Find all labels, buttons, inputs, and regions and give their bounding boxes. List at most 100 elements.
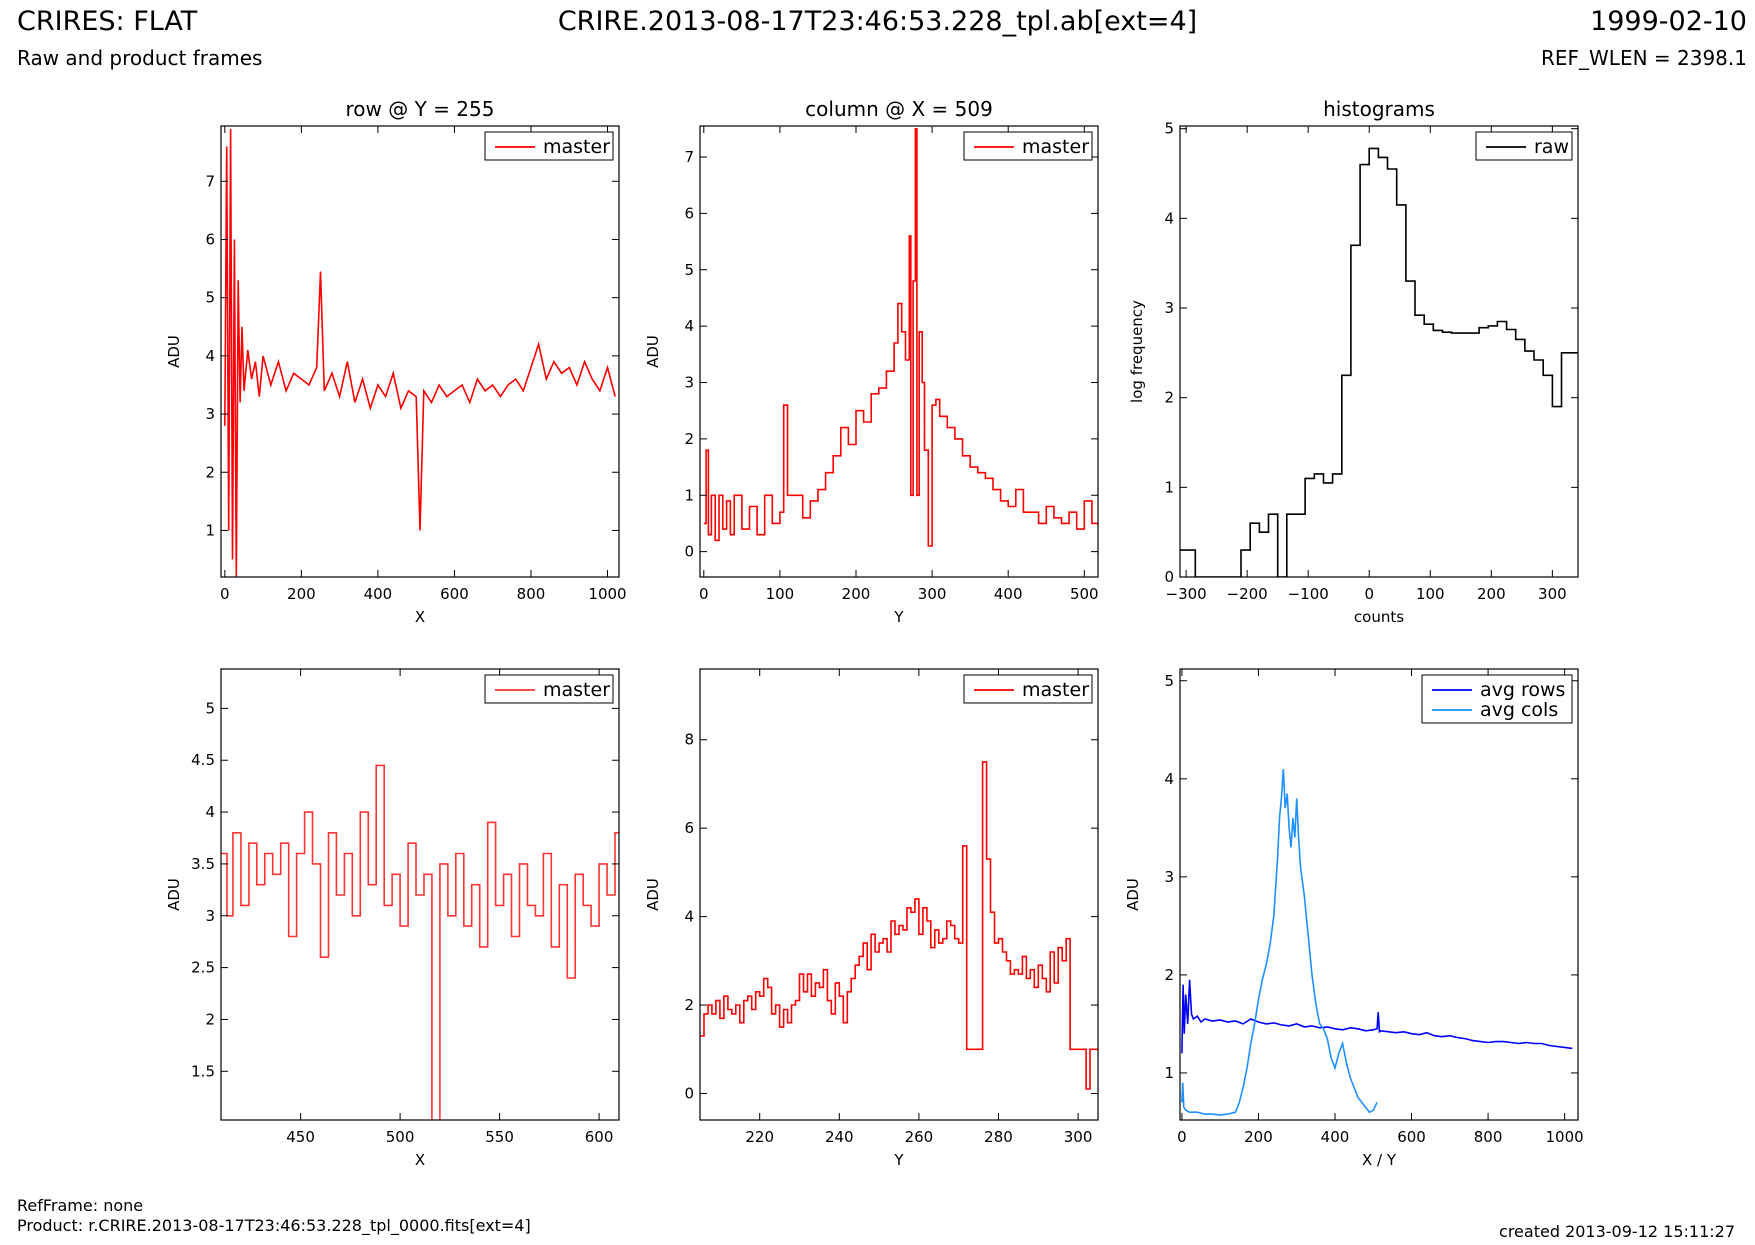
y-tick-label: 3	[684, 374, 694, 392]
x-tick-label: −100	[1288, 585, 1329, 603]
x-tick-label: 200	[842, 585, 871, 603]
y-axis-label: log frequency	[1128, 300, 1146, 403]
legend-box	[963, 674, 1093, 704]
chart-row-zoom: 450 500 550 600 1.5 2 2.5 3 3.5 4 4.5 5 X ADU master	[165, 668, 620, 1169]
y-tick-label: 5	[1164, 120, 1174, 138]
x-tick-label: 400	[994, 585, 1023, 603]
y-tick-label: 1	[1164, 1064, 1174, 1082]
y-axis-label: ADU	[1124, 878, 1142, 911]
chart-title: histograms	[1323, 97, 1435, 121]
legend: master	[484, 131, 614, 161]
x-tick-label: 300	[1538, 585, 1567, 603]
y-tick-label: 2	[1164, 966, 1174, 984]
chart-column: 0 100 200 300 400 500 0 1 2 3 4 5 6 7 column @ X = 509…	[644, 97, 1099, 626]
series-line-raw	[1180, 147, 1578, 577]
legend-box	[1421, 674, 1573, 724]
y-tick-label: 2.5	[191, 959, 215, 977]
plot-frame	[699, 668, 1099, 1121]
y-tick-label: 6	[684, 204, 694, 222]
y-tick-label: 0	[684, 543, 694, 561]
legend-label: raw	[1534, 136, 1569, 158]
y-tick-label: 4.5	[191, 751, 215, 769]
x-tick-label: 800	[1474, 1128, 1503, 1146]
series-line-master	[224, 128, 616, 577]
x-tick-label: 100	[1416, 585, 1445, 603]
y-axis-label: ADU	[644, 878, 662, 911]
y-tick-label: 2	[205, 463, 215, 481]
y-tick-label: 4	[684, 908, 694, 926]
chart-title: column @ X = 509	[805, 97, 993, 121]
x-tick-label: 200	[1244, 1128, 1273, 1146]
x-tick-label: −300	[1166, 585, 1207, 603]
legend: master	[484, 674, 614, 704]
y-axis-label: ADU	[644, 335, 662, 368]
x-tick-label: 500	[386, 1128, 415, 1146]
plot-frame	[1179, 125, 1579, 578]
legend-box	[963, 131, 1093, 161]
x-tick-label: 280	[984, 1128, 1013, 1146]
legend-box	[484, 131, 614, 161]
series-line-master	[703, 128, 1098, 547]
series-line-master	[221, 764, 619, 1120]
y-tick-label: 1	[1164, 478, 1174, 496]
chart-title: row @ Y = 255	[346, 97, 495, 121]
x-axis-label: X	[415, 1151, 425, 1169]
x-axis-label: counts	[1354, 608, 1404, 626]
y-tick-label: 3	[205, 907, 215, 925]
x-tick-label: 600	[440, 585, 469, 603]
legend-label: master	[543, 679, 610, 701]
y-tick-label: 4	[1164, 770, 1174, 788]
page-title: CRIRES: FLAT	[17, 6, 198, 37]
legend-label: master	[1022, 679, 1089, 701]
legend-label: avg rows	[1480, 679, 1565, 701]
x-tick-label: 200	[287, 585, 316, 603]
x-tick-label: −200	[1227, 585, 1268, 603]
plot-frame	[699, 125, 1099, 578]
y-tick-label: 0	[1164, 568, 1174, 586]
y-tick-label: 3	[1164, 868, 1174, 886]
chart-column-zoom: 220 240 260 280 300 0 2 4 6 8 Y ADU master	[644, 668, 1099, 1169]
x-tick-label: 100	[766, 585, 795, 603]
x-tick-label: 400	[364, 585, 393, 603]
y-tick-label: 2	[1164, 389, 1174, 407]
y-tick-label: 4	[205, 803, 215, 821]
plot-frame	[220, 668, 620, 1121]
legend-label: master	[543, 136, 610, 158]
ref-wlen: REF_WLEN = 2398.1	[1540, 46, 1747, 70]
legend-box	[1475, 131, 1573, 161]
x-tick-label: 220	[745, 1128, 774, 1146]
y-tick-label: 2	[684, 996, 694, 1014]
x-axis-label: X	[415, 608, 425, 626]
y-tick-label: 5	[205, 289, 215, 307]
legend-label: master	[1022, 136, 1089, 158]
x-tick-label: 550	[485, 1128, 514, 1146]
x-tick-label: 1000	[1546, 1128, 1584, 1146]
y-tick-label: 1	[205, 521, 215, 539]
y-tick-label: 1.5	[191, 1062, 215, 1080]
y-tick-label: 0	[684, 1084, 694, 1102]
y-tick-label: 6	[205, 230, 215, 248]
legend: master	[963, 131, 1093, 161]
x-tick-label: 400	[1321, 1128, 1350, 1146]
chart-histograms: −300 −200 −100 0 100 200 300 0 1 2 3 4 5 histograms co…	[1128, 97, 1579, 626]
x-tick-label: 0	[1177, 1128, 1187, 1146]
chart-row: 0 200 400 600 800 1000 1 2 3 4 5 6 7 row @ Y = 255 X AD…	[165, 97, 627, 626]
product-note: Product: r.CRIRE.2013-08-17T23:46:53.228…	[17, 1216, 531, 1235]
y-tick-label: 2	[684, 430, 694, 448]
y-tick-label: 7	[684, 148, 694, 166]
x-axis-label: Y	[893, 608, 904, 626]
x-tick-label: 300	[918, 585, 947, 603]
x-tick-label: 800	[517, 585, 546, 603]
y-tick-label: 5	[1164, 672, 1174, 690]
x-tick-label: 0	[699, 585, 709, 603]
chart-averages: 0 200 400 600 800 1000 1 2 3 4 5 X / Y ADU avg rowsav…	[1124, 668, 1584, 1169]
y-tick-label: 5	[684, 261, 694, 279]
plot-frame	[1179, 668, 1579, 1121]
x-tick-label: 600	[585, 1128, 614, 1146]
y-tick-label: 4	[684, 317, 694, 335]
y-tick-label: 2	[205, 1010, 215, 1028]
y-tick-label: 4	[1164, 209, 1174, 227]
legend: raw	[1475, 131, 1573, 161]
